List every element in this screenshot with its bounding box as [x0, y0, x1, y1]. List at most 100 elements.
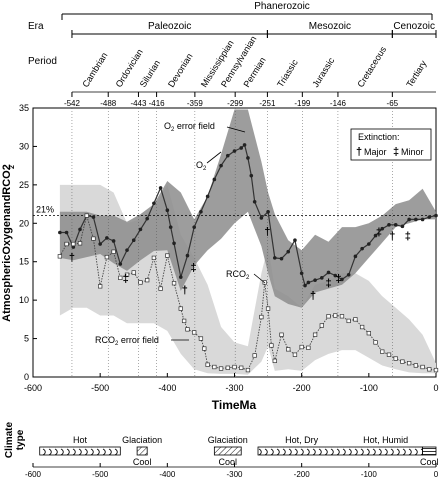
era-row-label: Era [28, 21, 44, 32]
boundary-label-0: -542 [64, 99, 81, 108]
o2-point [252, 199, 257, 204]
rco2-point [427, 367, 432, 372]
climate-bar-0 [39, 446, 121, 456]
o2-point [427, 215, 432, 219]
o2-point [58, 230, 62, 235]
y-tick-label: 5 [24, 334, 29, 344]
climate-x-tick-label: -300 [226, 470, 243, 479]
extinction-minor-3: ‡ [190, 262, 196, 274]
boundary-label-8: -146 [330, 99, 347, 108]
rco2-point [380, 349, 385, 354]
climate-segments: Hot Glaciation Cool Glaciation Cool Hot, Dry H… [39, 435, 439, 467]
climate-label-5: Hot, Dry [285, 435, 319, 445]
o2-point [333, 273, 338, 278]
climate-axis-label-line2: type [15, 429, 26, 450]
legend-major-symbol: † [356, 146, 362, 158]
rco2-point [111, 249, 116, 254]
o2-point [303, 283, 307, 288]
rco2-point [346, 318, 351, 324]
o2-point [78, 227, 82, 232]
rco2-point [292, 352, 298, 357]
extinction-major-5: † [310, 290, 316, 302]
extinction-major-2: † [182, 284, 188, 296]
period-label-7: Triassic [275, 57, 300, 89]
o2-point [165, 208, 170, 213]
o2-point [185, 253, 190, 258]
o2-point [293, 238, 297, 242]
o2-point [239, 146, 244, 150]
rco2-point [269, 343, 274, 348]
o2-point [91, 215, 96, 219]
rco2-point [64, 241, 69, 247]
rco2-point [406, 361, 412, 366]
extinction-major-4: † [264, 226, 270, 238]
rco2-series-leader [253, 273, 266, 284]
o2-point [212, 177, 217, 182]
rco2-point [181, 318, 187, 324]
climate-label-2: Cool [133, 457, 152, 467]
o2-point [326, 270, 331, 275]
o2-point [71, 245, 76, 249]
climate-label-6: Hot, Humid [363, 435, 408, 445]
climate-x-tick-label: -200 [294, 470, 311, 479]
rco2-point [232, 364, 237, 370]
period-label-10: Tertiary [404, 58, 428, 89]
rco2-point [413, 363, 418, 368]
boundary-label-1: -488 [100, 99, 117, 108]
o2-point [225, 153, 230, 158]
o2-point [273, 256, 277, 260]
o2-point [246, 156, 250, 160]
climate-label-0: Hot [73, 435, 88, 445]
climate-x-tick-label: -600 [25, 470, 42, 479]
o2-error-field-label: O2 error field [164, 121, 215, 133]
rco2-point [373, 340, 378, 345]
o2-point [299, 271, 304, 276]
series-group [57, 143, 439, 373]
climate-label-4: Cool [219, 457, 238, 467]
y-tick-label: 0 [24, 372, 29, 382]
rco2-point [319, 323, 324, 328]
rco2-point [420, 364, 425, 370]
rco2-point [158, 286, 163, 291]
rco2-point [339, 314, 345, 319]
y-tick-label: 25 [19, 180, 29, 190]
legend-minor-symbol: ‡ [393, 146, 399, 158]
reference-line-label: 21% [36, 205, 54, 215]
rco2-point [84, 213, 89, 218]
o2-error-band [59, 109, 437, 308]
rco2-point [145, 278, 150, 283]
rco2-point [272, 358, 277, 364]
o2-point [259, 216, 264, 220]
rco2-point [178, 306, 183, 311]
rco2-point [185, 327, 190, 332]
boundary-label-group: -542 -488 -443 -416 -359 -299 -251 -199 -146 -65 [64, 92, 399, 108]
extinction-minor-1: ‡ [123, 273, 129, 285]
o2-point [320, 276, 324, 280]
x-tick-label: -100 [360, 383, 378, 393]
y-tick-label: 30 [19, 141, 29, 151]
climate-label-1: Glaciation [122, 435, 162, 445]
rco2-point [218, 366, 224, 371]
o2-point [393, 223, 398, 227]
boundary-label-5: -299 [227, 99, 244, 108]
period-label-0: Cambrian [80, 51, 109, 89]
o2-point [118, 262, 123, 266]
extinction-markers: †‡†‡††‡ ‡‡ † ‡ [69, 226, 411, 302]
rco2-point [393, 356, 398, 361]
climate-x-axis: -600 -500 -400 -300 -200 -100 0 [25, 463, 439, 479]
x-axis: -600 -500 -400 -300 -200 -100 0 [24, 373, 439, 393]
o2-point [353, 254, 358, 259]
o2-point [138, 227, 143, 232]
climate-axis-label-group: Climate type [4, 422, 26, 459]
o2-error-field-leader [226, 126, 246, 133]
period-label-8: Jurassic [310, 55, 336, 89]
period-label-2: Silurian [138, 58, 162, 89]
eon-label: Phanerozoic [254, 1, 310, 12]
climate-bar-7 [422, 446, 437, 456]
extinction-major-9: † [389, 231, 395, 243]
rco2-point [104, 254, 110, 260]
rco2-point [433, 367, 439, 373]
rco2-point [312, 332, 318, 337]
boundary-label-9: -65 [387, 99, 399, 108]
rco2-point [124, 272, 130, 277]
